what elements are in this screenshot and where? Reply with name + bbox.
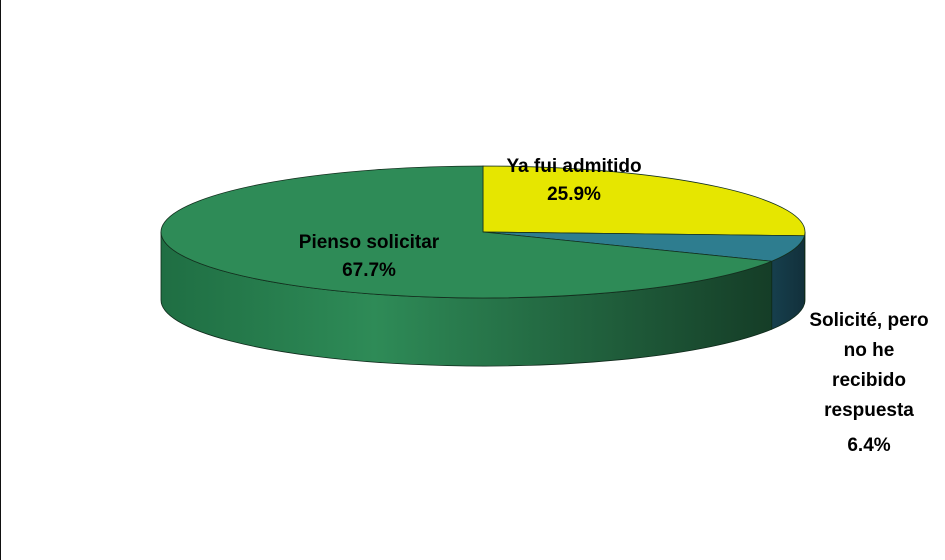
slice-label-ya-fui-admitido: Ya fui admitido <box>506 156 641 177</box>
slice-label-pienso-solicitar: Pienso solicitar <box>299 232 440 253</box>
pie-slice-ya <box>482 165 806 237</box>
slice-value-solicite: 6.4% <box>847 435 890 456</box>
pie-slice-pienso <box>160 165 772 299</box>
slice-value-pienso-solicitar: 67.7% <box>342 260 396 281</box>
slice-label-solicite: Solicité, pero no he recibido respuesta <box>809 310 928 421</box>
pie-slice-solicit <box>482 231 806 262</box>
slice-value-ya-fui-admitido: 25.9% <box>547 184 601 205</box>
pie-tops <box>160 165 806 299</box>
pie-labels: Pienso solicitar 67.7% Ya fui admitido 2… <box>299 156 929 456</box>
